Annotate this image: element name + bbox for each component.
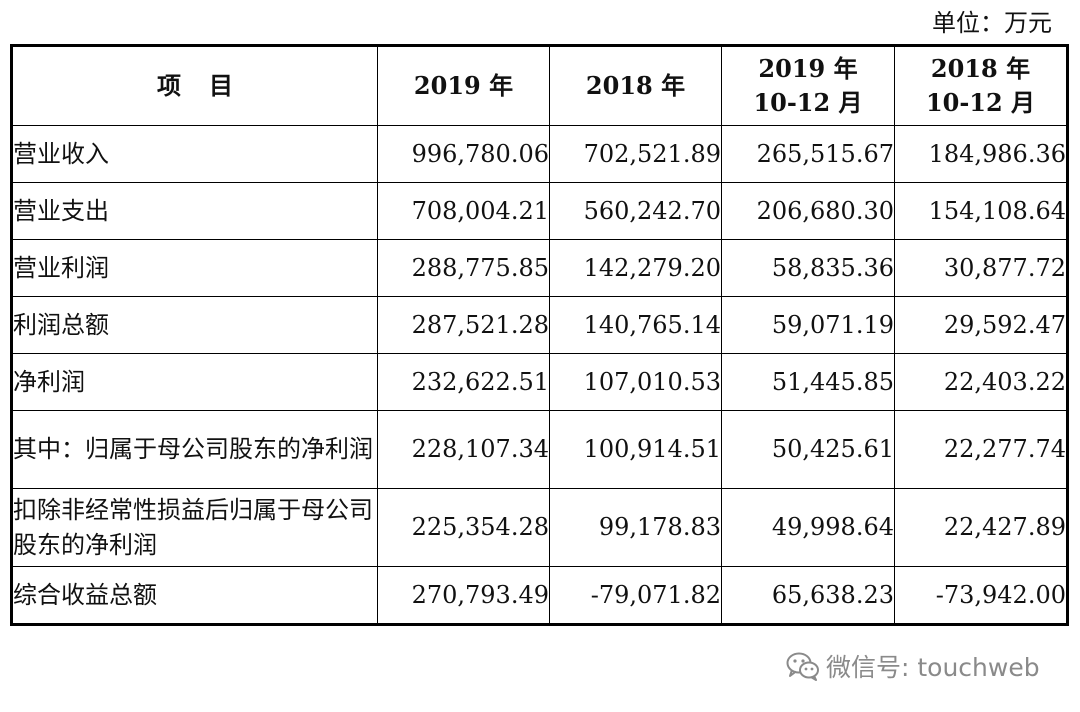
cell-value: 225,354.28 [377,488,550,567]
header-2019-text: 2019 年 [413,71,514,100]
cell-value: 22,403.22 [894,353,1068,411]
table-row: 营业支出 708,004.21 560,242.70 206,680.30 15… [11,182,1068,240]
cell-value: 287,521.28 [377,296,550,354]
row-label: 营业利润 [11,239,378,297]
header-2019-q4-months: 10-12 月 [753,88,863,117]
table-row: 扣除非经常性损益后归属于母公司股东的净利润 225,354.28 99,178.… [11,488,1068,567]
cell-value: 270,793.49 [377,566,550,625]
header-row: 项目 2019 年 2018 年 2019 年 10-12 月 2018 年 1… [11,45,1068,126]
header-2018-q4: 2018 年 10-12 月 [894,45,1068,126]
cell-value: 560,242.70 [549,182,722,240]
cell-value: -73,942.00 [894,566,1068,625]
cell-value: 265,515.67 [721,125,895,183]
row-label: 营业支出 [11,182,378,240]
header-item-text: 项目 [157,71,261,100]
row-label: 扣除非经常性损益后归属于母公司股东的净利润 [11,488,378,567]
header-item: 项目 [11,45,378,126]
cell-value: 107,010.53 [549,353,722,411]
wechat-icon [786,651,820,681]
cell-value: 288,775.85 [377,239,550,297]
cell-value: 50,425.61 [721,410,895,489]
cell-value: 228,107.34 [377,410,550,489]
table-row: 利润总额 287,521.28 140,765.14 59,071.19 29,… [11,296,1068,354]
cell-value: 708,004.21 [377,182,550,240]
header-2019-q4-year: 2019 年 [758,54,858,83]
cell-value: -79,071.82 [549,566,722,625]
table-row: 净利润 232,622.51 107,010.53 51,445.85 22,4… [11,353,1068,411]
cell-value: 140,765.14 [549,296,722,354]
cell-value: 59,071.19 [721,296,895,354]
header-2018-q4-year: 2018 年 [930,54,1031,83]
table-row: 综合收益总额 270,793.49 -79,071.82 65,638.23 -… [11,566,1068,625]
cell-value: 29,592.47 [894,296,1068,354]
row-label: 其中：归属于母公司股东的净利润 [11,410,378,489]
cell-value: 154,108.64 [894,182,1068,240]
table-row: 营业收入 996,780.06 702,521.89 265,515.67 18… [11,125,1068,183]
cell-value: 30,877.72 [894,239,1068,297]
financial-table: 项目 2019 年 2018 年 2019 年 10-12 月 2018 年 1… [10,44,1069,626]
cell-value: 49,998.64 [721,488,895,567]
cell-value: 58,835.36 [721,239,895,297]
cell-value: 22,277.74 [894,410,1068,489]
cell-value: 206,680.30 [721,182,895,240]
header-2018-text: 2018 年 [585,71,686,100]
row-label: 综合收益总额 [11,566,378,625]
header-2019-q4: 2019 年 10-12 月 [721,45,895,126]
cell-value: 22,427.89 [894,488,1068,567]
header-2019: 2019 年 [377,45,550,126]
unit-label: 单位：万元 [932,9,1052,37]
header-2018-q4-months: 10-12 月 [925,88,1036,117]
cell-value: 996,780.06 [377,125,550,183]
table-row: 其中：归属于母公司股东的净利润 228,107.34 100,914.51 50… [11,410,1068,489]
table-row: 营业利润 288,775.85 142,279.20 58,835.36 30,… [11,239,1068,297]
watermark: 微信号: touchweb [786,650,1040,682]
cell-value: 142,279.20 [549,239,722,297]
watermark-text: 微信号: touchweb [826,653,1040,682]
cell-value: 99,178.83 [549,488,722,567]
row-label: 营业收入 [11,125,378,183]
cell-value: 100,914.51 [549,410,722,489]
cell-value: 232,622.51 [377,353,550,411]
cell-value: 702,521.89 [549,125,722,183]
cell-value: 184,986.36 [894,125,1068,183]
row-label: 利润总额 [11,296,378,354]
row-label: 净利润 [11,353,378,411]
cell-value: 65,638.23 [721,566,895,625]
header-2018: 2018 年 [549,45,722,126]
cell-value: 51,445.85 [721,353,895,411]
